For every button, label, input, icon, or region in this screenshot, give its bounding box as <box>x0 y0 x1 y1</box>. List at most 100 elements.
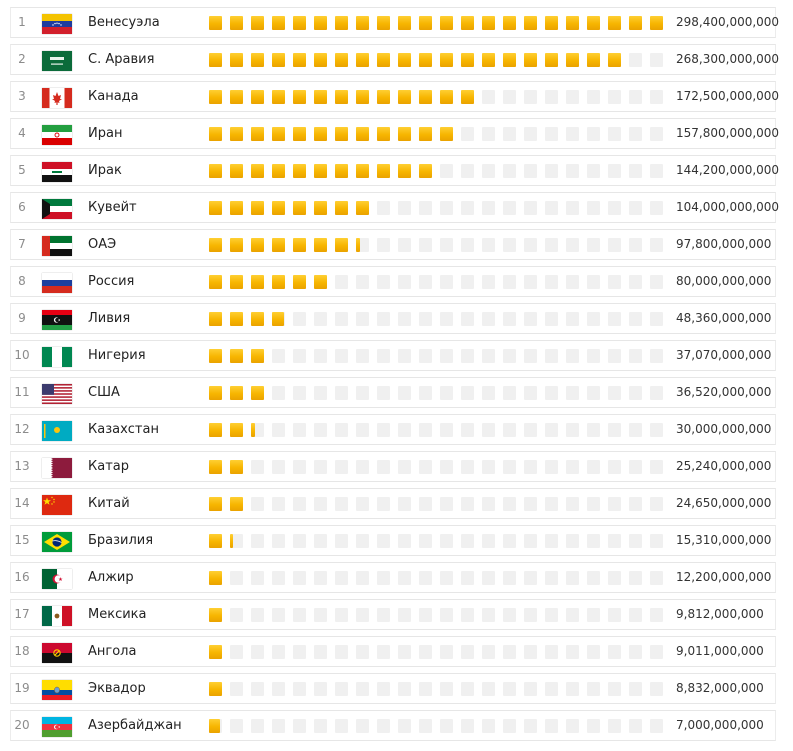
value-bar <box>209 164 671 178</box>
value-label: 268,300,000,000 <box>676 52 780 66</box>
bar-cell-empty <box>587 386 600 400</box>
bar-cell-empty <box>293 312 306 326</box>
bar-cell-empty <box>356 497 369 511</box>
bar-cell-filled <box>251 349 264 363</box>
bar-cell-filled <box>335 127 348 141</box>
bar-cell-empty <box>524 497 537 511</box>
value-label: 30,000,000,000 <box>676 422 772 436</box>
rank-number: 11 <box>14 385 30 399</box>
bar-cell-empty <box>335 534 348 548</box>
bar-cell-empty <box>608 645 621 659</box>
bar-cell-empty <box>524 719 537 733</box>
brazil-flag-icon <box>42 532 72 552</box>
bar-cell-empty <box>482 571 495 585</box>
bar-cell-empty <box>629 349 642 363</box>
bar-cell-empty <box>314 349 327 363</box>
bar-cell-filled <box>419 164 432 178</box>
value-bar <box>209 349 671 363</box>
bar-cell-empty <box>230 645 243 659</box>
bar-cell-empty <box>440 682 453 696</box>
bar-cell-empty <box>440 497 453 511</box>
russia-flag-icon <box>42 273 72 293</box>
bar-cell-filled <box>230 201 243 215</box>
qatar-flag-icon <box>42 458 72 478</box>
bar-cell-empty <box>545 386 558 400</box>
bar-cell-empty <box>314 719 327 733</box>
bar-cell-empty <box>461 275 474 289</box>
bar-cell-empty <box>440 349 453 363</box>
rank-number: 5 <box>18 163 26 177</box>
rank-number: 8 <box>18 274 26 288</box>
bar-cell-filled <box>356 16 369 30</box>
bar-cell-empty <box>524 608 537 622</box>
bar-cell-empty <box>461 238 474 252</box>
bar-cell-filled <box>230 90 243 104</box>
bar-cell-empty <box>566 238 579 252</box>
bar-cell-empty <box>419 238 432 252</box>
country-name: Иран <box>88 126 123 141</box>
bar-cell-empty <box>503 460 516 474</box>
bar-cell-filled <box>335 90 348 104</box>
bar-cell-empty <box>293 571 306 585</box>
rank-number: 10 <box>14 348 30 362</box>
rank-number: 20 <box>14 718 30 732</box>
bar-cell-empty <box>608 497 621 511</box>
bar-cell-filled <box>272 164 285 178</box>
bar-cell-filled <box>209 386 222 400</box>
bar-cell-filled <box>293 164 306 178</box>
bar-cell-filled <box>230 534 233 548</box>
bar-cell-filled <box>230 16 243 30</box>
bar-cell-empty <box>524 275 537 289</box>
bar-cell-empty <box>503 238 516 252</box>
bar-cell-empty <box>377 460 390 474</box>
value-bar <box>209 127 671 141</box>
bar-cell-empty <box>230 534 243 548</box>
bar-cell-filled <box>314 90 327 104</box>
bar-cell-filled <box>209 645 222 659</box>
bar-cell-filled <box>314 275 327 289</box>
bar-cell-empty <box>314 497 327 511</box>
bar-cell-filled <box>251 386 264 400</box>
rank-number: 9 <box>18 311 26 325</box>
bar-cell-empty <box>545 608 558 622</box>
bar-cell-empty <box>419 497 432 511</box>
value-label: 157,800,000,000 <box>676 126 780 140</box>
bar-cell-empty <box>650 608 663 622</box>
bar-cell-empty <box>251 645 264 659</box>
bar-cell-empty <box>335 460 348 474</box>
bar-cell-empty <box>587 719 600 733</box>
bar-cell-empty <box>272 534 285 548</box>
bar-cell-empty <box>503 349 516 363</box>
bar-cell-empty <box>545 164 558 178</box>
bar-cell-empty <box>608 127 621 141</box>
bar-cell-filled <box>482 53 495 67</box>
bar-cell-empty <box>566 460 579 474</box>
bar-cell-empty <box>608 534 621 548</box>
mexico-flag-icon <box>42 606 72 626</box>
bar-cell-filled <box>272 312 284 326</box>
nigeria-flag-icon <box>42 347 72 367</box>
value-label: 9,011,000,000 <box>676 644 764 658</box>
bar-cell-filled <box>293 127 306 141</box>
bar-cell-filled <box>209 349 222 363</box>
bar-cell-empty <box>272 349 285 363</box>
ranking-row: 18 Ангола 9,011,000,000 <box>10 636 776 667</box>
bar-cell-empty <box>335 497 348 511</box>
angola-flag-icon <box>42 643 72 663</box>
bar-cell-empty <box>629 571 642 585</box>
bar-cell-empty <box>314 423 327 437</box>
bar-cell-filled <box>461 90 474 104</box>
bar-cell-filled <box>419 16 432 30</box>
bar-cell-empty <box>314 312 327 326</box>
rank-number: 1 <box>18 15 26 29</box>
bar-cell-empty <box>356 460 369 474</box>
bar-cell-empty <box>503 275 516 289</box>
bar-cell-empty <box>587 127 600 141</box>
value-label: 24,650,000,000 <box>676 496 772 510</box>
bar-cell-empty <box>293 386 306 400</box>
bar-cell-empty <box>629 312 642 326</box>
bar-cell-empty <box>335 571 348 585</box>
bar-cell-empty <box>461 164 474 178</box>
bar-cell-filled <box>356 201 369 215</box>
bar-cell-empty <box>629 645 642 659</box>
